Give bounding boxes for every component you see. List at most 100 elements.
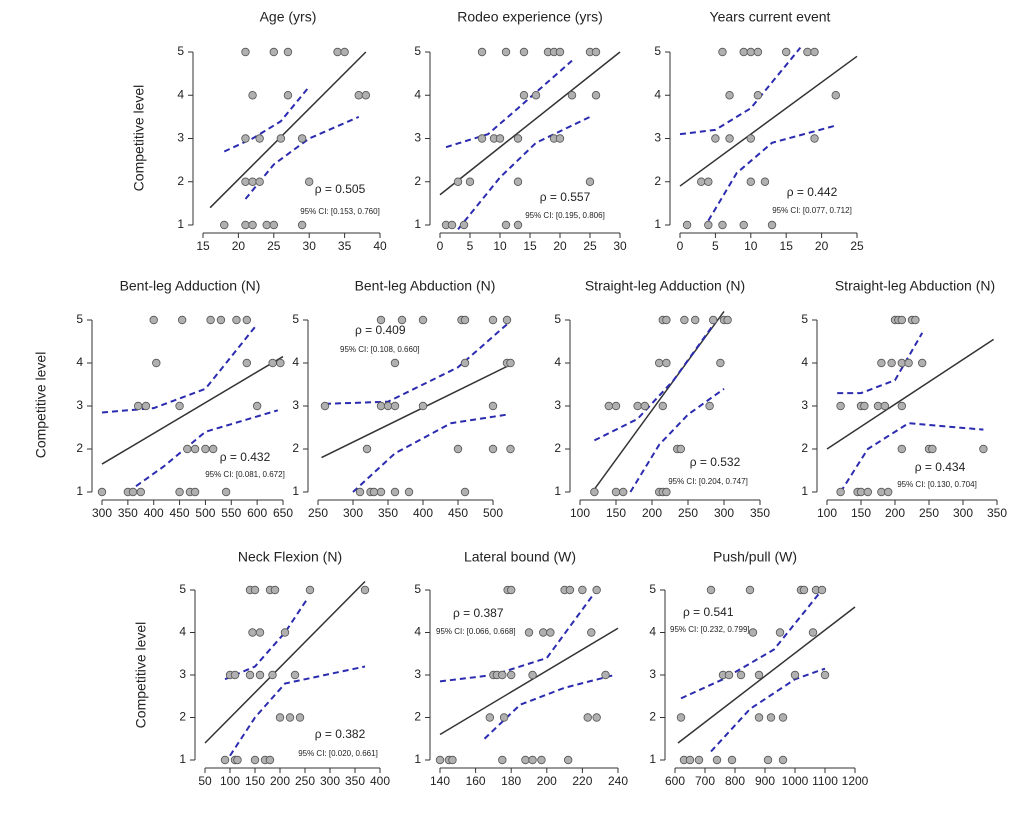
- data-point: [418, 401, 428, 411]
- ci-annotation: 95% CI: [0.130, 0.704]: [897, 480, 977, 489]
- data-point: [362, 444, 372, 454]
- data-point: [149, 315, 158, 325]
- data-point: [295, 713, 305, 722]
- x-tick-label: 20: [232, 239, 246, 253]
- data-point: [680, 315, 689, 325]
- y-tick-label: 1: [649, 752, 656, 766]
- x-tick-label: 100: [220, 774, 240, 788]
- data-point: [604, 401, 613, 411]
- data-point: [248, 220, 257, 230]
- ci-upper: [439, 589, 598, 683]
- rho-annotation: ρ = 0.505: [315, 182, 366, 196]
- x-tick-label: 350: [750, 506, 770, 520]
- data-point: [709, 315, 718, 325]
- data-point: [585, 177, 595, 186]
- data-point: [232, 315, 241, 325]
- y-tick-label: 3: [649, 667, 656, 681]
- data-point: [285, 713, 295, 722]
- data-point: [877, 358, 886, 368]
- ci-lower: [352, 413, 508, 493]
- y-tick-label: 2: [292, 441, 299, 455]
- ci-lower: [710, 667, 826, 753]
- data-point: [592, 585, 601, 595]
- y-tick-label: 2: [414, 174, 421, 188]
- data-point: [863, 487, 872, 497]
- fit-line: [439, 627, 619, 736]
- data-point: [539, 628, 548, 637]
- x-tick-label: 30: [303, 239, 317, 253]
- data-point: [488, 315, 498, 325]
- data-point: [241, 134, 250, 143]
- x-tick-label: 200: [537, 774, 557, 788]
- data-point: [704, 220, 713, 230]
- data-point: [711, 134, 720, 143]
- data-point: [611, 487, 621, 497]
- data-point: [519, 47, 529, 57]
- panel-title: Rodeo experience (yrs): [457, 9, 603, 25]
- rho-annotation: ρ = 0.409: [355, 323, 406, 337]
- data-point: [265, 755, 275, 765]
- data-point: [97, 487, 107, 497]
- x-tick-label: 180: [501, 774, 521, 788]
- x-tick-label: 500: [483, 506, 503, 520]
- data-point: [725, 91, 734, 100]
- data-point: [836, 487, 845, 497]
- data-point: [706, 585, 716, 595]
- x-tick-label: 100: [570, 506, 590, 520]
- data-point: [495, 134, 505, 143]
- data-point: [697, 177, 706, 186]
- data-point: [248, 177, 257, 186]
- data-point: [691, 315, 700, 325]
- y-axis-label: Competitive level: [33, 352, 49, 459]
- data-point: [190, 444, 200, 454]
- data-point: [255, 134, 264, 143]
- x-tick-label: 600: [665, 774, 685, 788]
- fit-line: [677, 606, 856, 744]
- data-point: [860, 401, 869, 411]
- data-point: [297, 220, 307, 230]
- y-tick-label: 4: [654, 87, 661, 101]
- data-point: [269, 47, 278, 57]
- y-tick-label: 2: [554, 441, 561, 455]
- panel-title: Straight-leg Abduction (N): [835, 278, 995, 294]
- data-point: [790, 670, 800, 680]
- data-point: [718, 220, 727, 230]
- data-point: [739, 47, 748, 57]
- x-tick-label: 30: [613, 239, 627, 253]
- data-point: [268, 670, 277, 680]
- data-point: [280, 628, 290, 637]
- data-point: [767, 220, 777, 230]
- y-tick-label: 3: [76, 398, 83, 412]
- data-point: [233, 755, 242, 765]
- data-point: [460, 315, 470, 325]
- ci-lower: [229, 665, 366, 757]
- ci-annotation: 95% CI: [0.066, 0.668]: [436, 627, 516, 636]
- data-point: [736, 670, 746, 680]
- data-point: [305, 585, 315, 595]
- x-tick-label: 40: [373, 239, 387, 253]
- x-tick-label: 400: [144, 506, 164, 520]
- data-point: [241, 47, 250, 57]
- x-tick-label: 10: [744, 239, 758, 253]
- x-tick-label: 1000: [782, 774, 809, 788]
- ci-lower: [839, 422, 984, 493]
- data-point: [250, 585, 260, 595]
- data-point: [537, 755, 546, 765]
- data-point: [361, 91, 371, 100]
- x-tick-label: 350: [345, 774, 365, 788]
- data-point: [435, 755, 445, 765]
- data-point: [152, 358, 161, 368]
- data-point: [498, 755, 507, 765]
- data-point: [658, 401, 667, 411]
- data-point: [519, 91, 529, 100]
- data-point: [546, 628, 555, 637]
- data-point: [831, 91, 840, 100]
- y-tick-label: 2: [654, 174, 661, 188]
- data-point: [248, 91, 257, 100]
- y-tick-label: 2: [649, 710, 656, 724]
- data-point: [694, 755, 704, 765]
- data-point: [499, 713, 509, 722]
- ci-upper: [445, 59, 573, 149]
- x-tick-label: 300: [92, 506, 112, 520]
- data-point: [640, 401, 649, 411]
